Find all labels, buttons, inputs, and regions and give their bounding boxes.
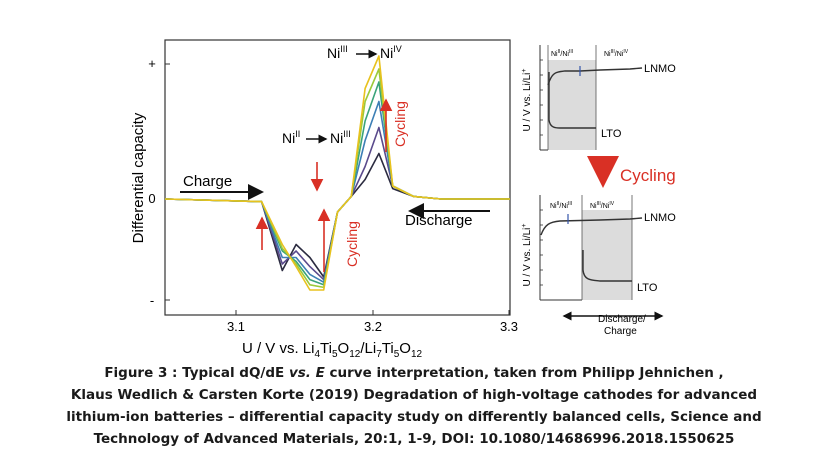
label-ni4: NiIV	[380, 44, 402, 61]
side-top-lto-curve	[548, 72, 596, 129]
side-bottom-lto-curve	[582, 250, 632, 282]
label-ni3-a: NiIII	[330, 129, 351, 146]
side-cycling: Cycling	[587, 156, 676, 188]
dq-curves	[164, 55, 510, 291]
y-tick-zero: 0	[148, 191, 155, 206]
side-bottom-lto-label: LTO	[637, 282, 658, 294]
main-x-label: U / V vs. Li4Ti5O12/Li7Ti5O12	[242, 340, 423, 360]
x-tick-3-3: 3.3	[500, 319, 518, 334]
caption-line-3: lithium-ion batteries – differential cap…	[66, 409, 762, 425]
caption-line-4: Technology of Advanced Materials, 20:1, …	[93, 431, 735, 447]
side-plot-bottom: U / V vs. Li/Li+ NiII/NiIII NiIII/NiIV L…	[521, 195, 676, 337]
side-bottom-y-label: U / V vs. Li/Li+	[521, 224, 533, 287]
side-cycling-label: Cycling	[620, 166, 676, 185]
figure: + 0 - 3.1 3.2 3.3 Differential capacity …	[130, 39, 676, 360]
discharge-charge-label-1: Discharge/	[598, 314, 646, 325]
side-bottom-region-b: NiIII/NiIV	[590, 201, 615, 210]
side-plot-top: U / V vs. Li/Li+ NiII/NiIII NiIII/NiIV L…	[521, 45, 676, 151]
side-top-lnmo-label: LNMO	[644, 63, 676, 75]
label-ni2-ni3: NiII	[282, 129, 300, 146]
label-charge: Charge	[183, 173, 232, 190]
figure-caption: Figure 3 : Typical dQ/dE vs. E curve int…	[20, 362, 808, 450]
side-top-region-b: NiIII/NiIV	[604, 49, 629, 58]
label-ni3-ni4: NiIII	[327, 44, 348, 61]
dq-curve-series-6	[164, 55, 510, 291]
side-top-y-label: U / V vs. Li/Li+	[521, 69, 533, 132]
side-top-region-a: NiII/NiIII	[551, 49, 573, 58]
side-bottom-region-a: NiII/NiIII	[550, 201, 572, 210]
label-cycling-bottom: Cycling	[344, 221, 360, 267]
side-bottom-lnmo-curve	[540, 217, 643, 236]
x-tick-3-1: 3.1	[227, 319, 245, 334]
discharge-charge-label-2: Charge	[604, 326, 637, 337]
side-bottom-lnmo-label: LNMO	[644, 212, 676, 224]
dq-curve-series-2	[164, 126, 510, 281]
y-tick-minus: -	[150, 293, 154, 308]
main-plot: + 0 - 3.1 3.2 3.3 Differential capacity …	[130, 39, 518, 360]
x-tick-3-2: 3.2	[364, 319, 382, 334]
caption-line-1: Figure 3 : Typical dQ/dE vs. E curve int…	[104, 365, 724, 381]
main-plot-frame	[164, 39, 511, 316]
side-top-lnmo-curve	[547, 67, 643, 86]
label-cycling-top: Cycling	[392, 101, 408, 147]
main-y-label: Differential capacity	[130, 112, 147, 243]
label-discharge: Discharge	[405, 212, 473, 229]
y-tick-plus: +	[148, 56, 156, 71]
side-top-lto-label: LTO	[601, 128, 622, 140]
caption-line-2: Klaus Wedlich & Carsten Korte (2019) Deg…	[70, 387, 758, 403]
